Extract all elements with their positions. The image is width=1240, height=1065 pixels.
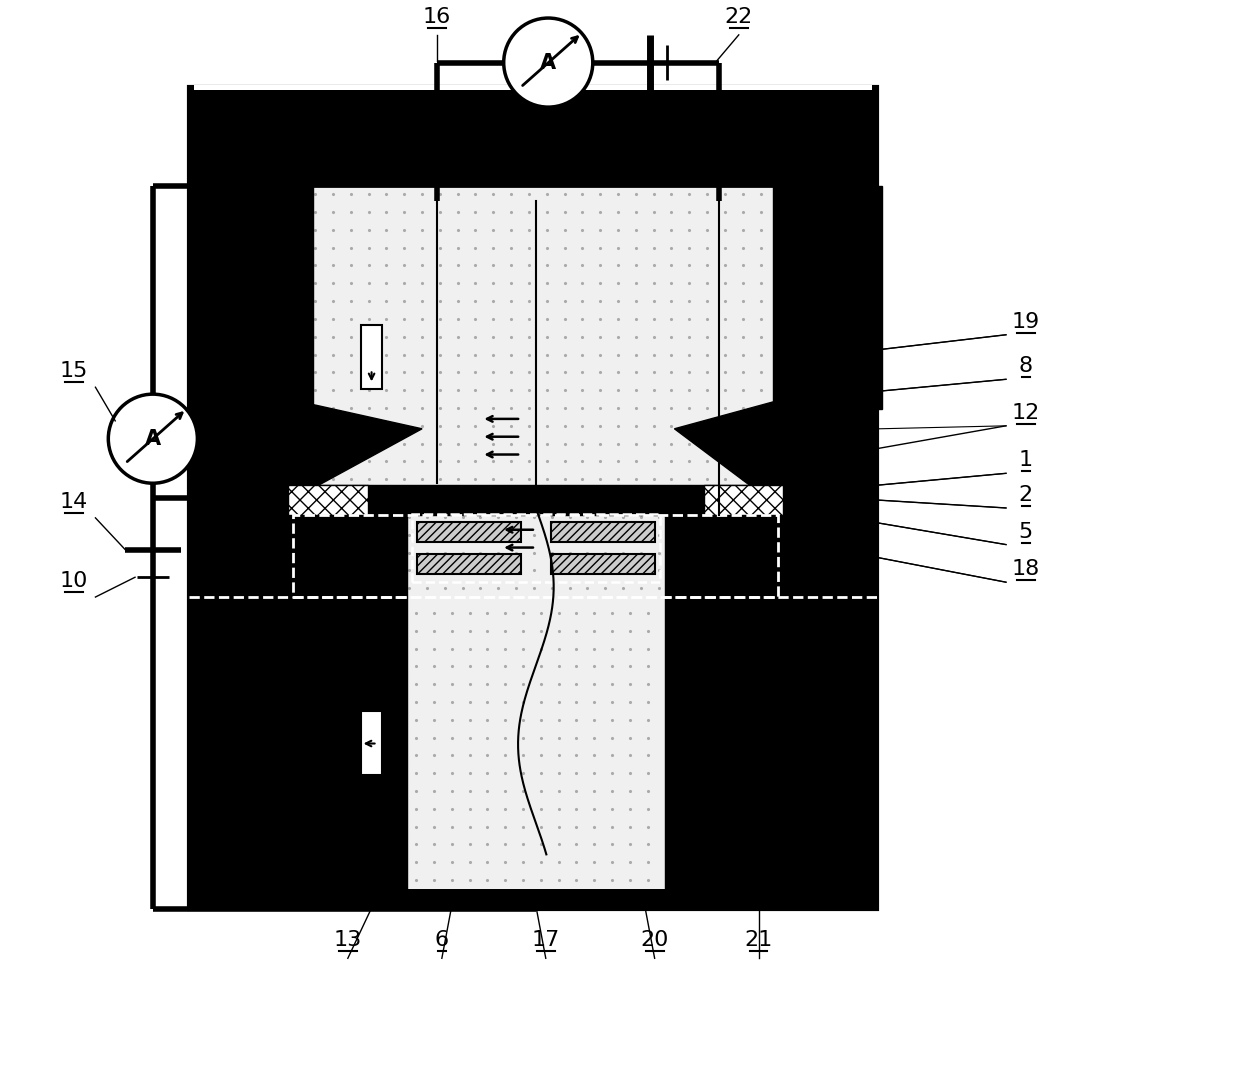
Bar (407, 597, 665, 889)
Bar (774, 186, 883, 409)
Text: 15: 15 (60, 361, 88, 381)
Bar (412, 514, 660, 583)
Bar (361, 325, 382, 389)
Text: 5: 5 (1019, 522, 1033, 542)
Bar (195, 85, 873, 91)
Text: 10: 10 (60, 571, 88, 591)
Text: 1: 1 (1019, 450, 1033, 471)
Polygon shape (665, 597, 784, 889)
Bar (551, 522, 655, 542)
Circle shape (108, 394, 197, 484)
Text: 16: 16 (423, 7, 451, 27)
Polygon shape (289, 514, 407, 597)
Text: 6: 6 (435, 931, 449, 950)
Text: 21: 21 (744, 931, 773, 950)
Bar (289, 186, 784, 488)
Text: A: A (145, 429, 161, 448)
Text: A: A (541, 52, 557, 72)
Text: 13: 13 (334, 931, 362, 950)
Bar (551, 555, 655, 574)
Bar (294, 514, 779, 597)
Bar (417, 522, 521, 542)
Polygon shape (289, 399, 422, 488)
Polygon shape (665, 514, 784, 597)
Bar (294, 514, 779, 597)
Text: 20: 20 (640, 931, 668, 950)
Bar (289, 486, 784, 514)
Text: 19: 19 (1012, 312, 1040, 332)
Bar (289, 486, 367, 514)
Text: 22: 22 (724, 7, 753, 27)
Text: 8: 8 (1019, 357, 1033, 376)
Text: 14: 14 (60, 492, 88, 512)
Text: 18: 18 (1012, 559, 1040, 579)
Bar (361, 710, 382, 775)
Bar (190, 87, 878, 908)
Text: 2: 2 (1019, 485, 1033, 505)
Bar (195, 186, 314, 409)
Text: 17: 17 (532, 931, 560, 950)
Text: 12: 12 (1012, 403, 1040, 423)
Circle shape (503, 18, 593, 108)
Bar (704, 486, 784, 514)
Polygon shape (289, 597, 407, 889)
Polygon shape (675, 399, 784, 488)
Bar (417, 555, 521, 574)
Bar (289, 186, 784, 488)
